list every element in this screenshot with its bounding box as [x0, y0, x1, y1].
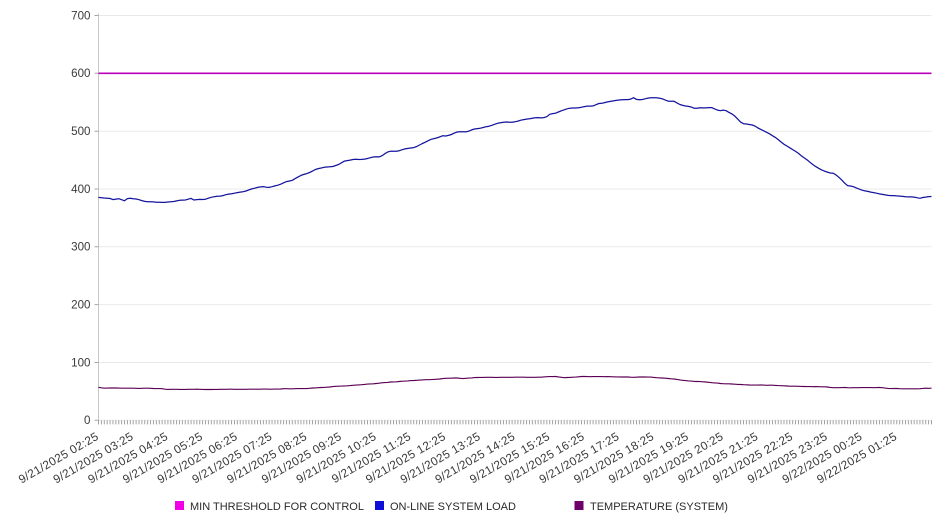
svg-text:500: 500 — [71, 125, 90, 138]
svg-text:200: 200 — [71, 299, 90, 312]
svg-text:TEMPERATURE (SYSTEM): TEMPERATURE (SYSTEM) — [590, 501, 728, 513]
svg-text:ON-LINE SYSTEM LOAD: ON-LINE SYSTEM LOAD — [390, 501, 516, 513]
svg-text:300: 300 — [71, 241, 90, 254]
svg-text:MIN THRESHOLD FOR CONTROL: MIN THRESHOLD FOR CONTROL — [190, 501, 364, 513]
svg-text:600: 600 — [71, 67, 90, 80]
svg-text:700: 700 — [71, 9, 90, 22]
svg-text:0: 0 — [84, 414, 90, 427]
svg-text:100: 100 — [71, 356, 90, 369]
svg-text:400: 400 — [71, 183, 90, 196]
